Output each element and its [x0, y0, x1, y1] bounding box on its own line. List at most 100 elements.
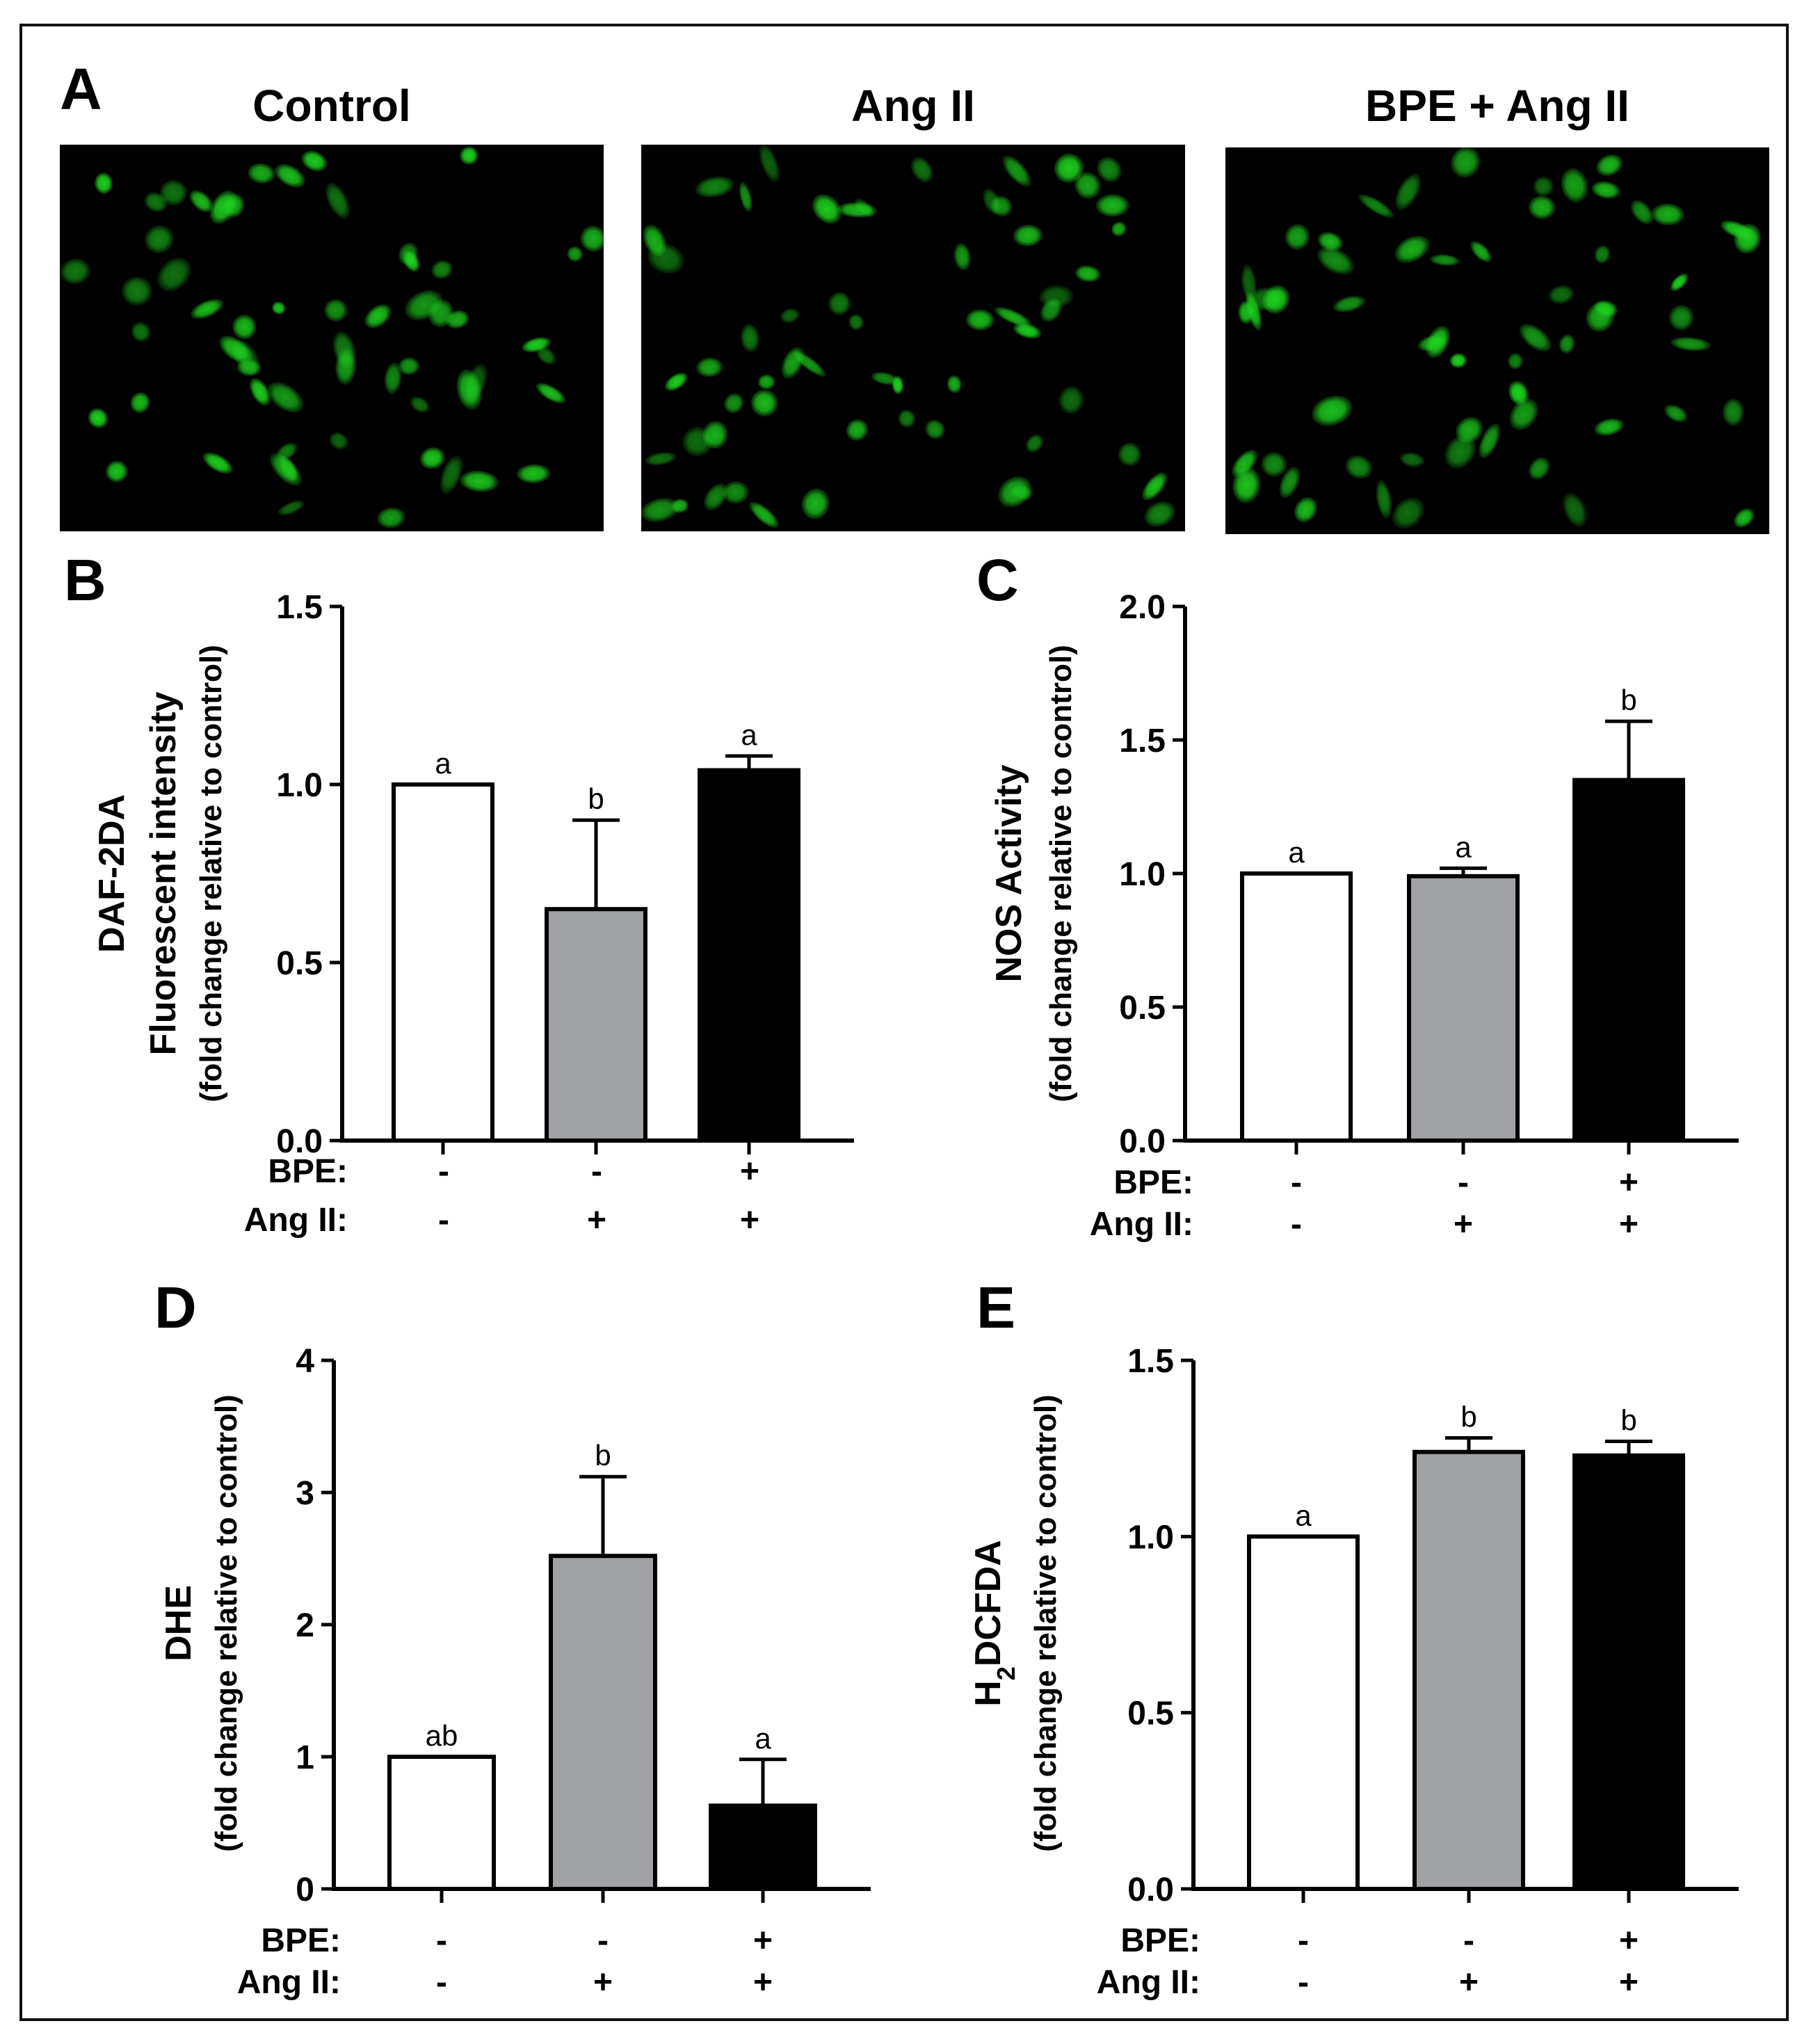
fluorescent-cell — [1232, 467, 1261, 504]
y-tick-label-e: 0.5 — [1127, 1696, 1174, 1732]
y-tick-label-d: 0 — [296, 1872, 314, 1908]
fluorescent-cell — [1561, 168, 1588, 203]
condition-sign-d-1-1: - — [436, 1922, 447, 1959]
fluorescent-cell — [1312, 395, 1353, 426]
micrograph-bpe-angii-image — [1225, 147, 1769, 534]
fluorescent-cell — [671, 498, 689, 513]
bar-b-1 — [392, 782, 494, 1143]
condition-sign-e-1-3: + — [1619, 1922, 1639, 1959]
bar-d-3 — [709, 1803, 817, 1892]
fluorescent-cell — [1285, 224, 1310, 250]
fluorescent-cell — [130, 392, 150, 413]
fluorescent-cell — [1059, 386, 1084, 415]
fluorescent-cell — [1630, 200, 1654, 225]
fluorescent-cell — [1261, 451, 1287, 477]
y-axis-label-b-line2: Fluorescent intensity — [143, 691, 184, 1055]
fluorescent-cell — [202, 452, 233, 474]
micrograph-title-bpe-angii: BPE + Ang II — [1365, 81, 1629, 131]
condition-sign-e-2-1: - — [1298, 1964, 1309, 2001]
fluorescent-cell — [536, 383, 566, 404]
micrograph-cells-svg — [641, 145, 1175, 529]
fluorescent-cell — [1248, 287, 1281, 312]
condition-sign-d-1-2: - — [597, 1922, 609, 1959]
y-tick-label-d: 4 — [296, 1343, 314, 1380]
condition-sign-e-2-3: + — [1619, 1964, 1639, 2001]
bar-c-1 — [1240, 871, 1353, 1143]
fluorescent-cell — [1013, 224, 1043, 247]
fluorescent-cell — [1734, 508, 1755, 528]
fluorescent-cell — [739, 182, 752, 213]
fluorescent-cell — [1591, 181, 1620, 199]
condition-label-b-2: Ang II: — [244, 1202, 348, 1239]
condition-label-c-1: BPE: — [1113, 1164, 1193, 1201]
fluorescent-cell — [871, 371, 899, 385]
bar-e-1 — [1247, 1534, 1360, 1891]
significance-label-e-2: b — [1460, 1400, 1476, 1433]
bar-e-2 — [1412, 1449, 1525, 1892]
y-tick-label-e: 1.0 — [1127, 1519, 1174, 1556]
fluorescent-cell — [1533, 176, 1554, 197]
fluorescent-cell — [398, 357, 420, 376]
bar-e-3 — [1572, 1453, 1685, 1892]
condition-sign-d-2-3: + — [753, 1964, 773, 2001]
fluorescent-cell — [1333, 296, 1366, 313]
y-tick-label-e: 0.0 — [1127, 1872, 1174, 1908]
fluorescent-cell — [780, 308, 800, 323]
fluorescent-cell — [232, 314, 257, 340]
fluorescent-cell — [1025, 434, 1044, 453]
fluorescent-cell — [702, 421, 728, 449]
fluorescent-cell — [892, 376, 904, 394]
fluorescent-cell — [460, 470, 499, 492]
fluorescent-cell — [247, 163, 275, 184]
fluorescent-cell — [301, 150, 328, 172]
bar-c-2 — [1407, 874, 1520, 1143]
fluorescent-cell — [522, 337, 552, 353]
y-axis-label-c-line1: NOS Activity — [989, 764, 1029, 982]
fluorescent-cell — [398, 242, 419, 266]
fluorescent-cell — [1074, 265, 1101, 282]
fluorescent-cell — [1376, 479, 1392, 519]
fluorescent-cell — [1002, 155, 1031, 187]
fluorescent-cell — [145, 225, 174, 254]
fluorescent-cell — [157, 257, 191, 292]
condition-label-e-1: BPE: — [1120, 1922, 1200, 1959]
significance-label-e-1: a — [1295, 1499, 1312, 1531]
fluorescent-cell — [277, 500, 305, 516]
fluorescent-cell — [1509, 398, 1538, 430]
fluorescent-cell — [465, 363, 488, 402]
fluorescent-cell — [1232, 449, 1257, 478]
fluorescent-cell — [982, 188, 1001, 214]
fluorescent-cell — [269, 453, 302, 486]
fluorescent-cell — [846, 419, 869, 441]
fluorescent-cell — [643, 224, 667, 257]
y-tick-label-c: 0.5 — [1119, 990, 1166, 1027]
condition-sign-e-1-1: - — [1298, 1922, 1309, 1959]
fluorescent-cell — [898, 409, 916, 428]
fluorescent-cell — [828, 291, 851, 316]
fluorescent-cell — [191, 298, 224, 319]
fluorescent-cell — [189, 190, 214, 213]
significance-label-d-3: a — [755, 1722, 771, 1755]
y-tick-label-c: 1.0 — [1119, 856, 1166, 893]
fluorescent-cell — [325, 182, 350, 219]
fluorescent-cell — [703, 483, 728, 511]
fluorescent-cell — [1013, 323, 1042, 339]
significance-label-c-3: b — [1620, 684, 1636, 716]
y-tick-label-b: 1.0 — [276, 767, 323, 804]
y-axis-label-c-line2: (fold change relative to control) — [1044, 645, 1078, 1102]
fluorescent-cell — [1358, 194, 1394, 218]
y-axis-label-d-line2: (fold change relative to control) — [209, 1394, 243, 1852]
significance-label-b-1: a — [435, 747, 451, 780]
fluorescent-cell — [1294, 497, 1317, 523]
fluorescent-cell — [60, 258, 90, 284]
fluorescent-cell — [1054, 153, 1084, 183]
fluorescent-cell — [1392, 497, 1424, 529]
fluorescent-cell — [953, 243, 971, 271]
fluorescent-cell — [440, 455, 463, 494]
fluorescent-cell — [236, 359, 261, 376]
fluorescent-cell — [335, 348, 356, 385]
condition-sign-b-1-1: - — [438, 1153, 449, 1190]
fluorescent-cell — [567, 246, 583, 262]
fluorescent-cell — [1345, 455, 1373, 479]
